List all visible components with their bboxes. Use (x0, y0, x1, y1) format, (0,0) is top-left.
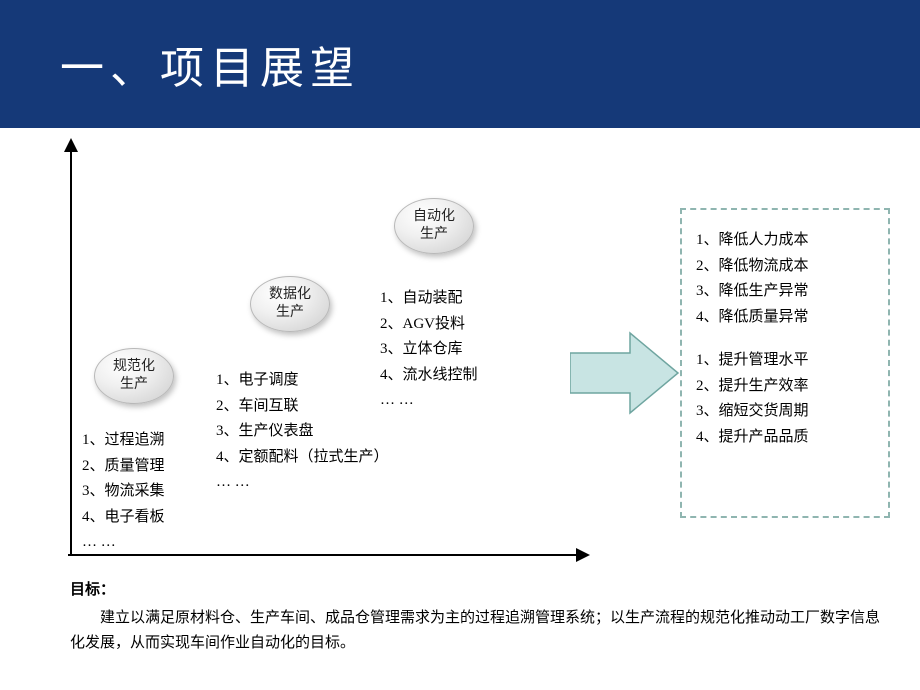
list-item: 2、车间互联 (216, 394, 389, 420)
list-item: 4、流水线控制 (380, 363, 478, 389)
result-item: 1、提升管理水平 (696, 348, 874, 374)
result-item: 1、降低人力成本 (696, 228, 874, 254)
node-label: 生产 (113, 376, 155, 394)
stage-node-digitization: 数据化 生产 (250, 276, 330, 332)
stage-list-automation: 1、自动装配 2、AGV投料 3、立体仓库 4、流水线控制 … … (380, 286, 478, 414)
list-item: 3、生产仪表盘 (216, 419, 389, 445)
list-item: 1、自动装配 (380, 286, 478, 312)
list-item: 1、过程追溯 (82, 428, 165, 454)
list-item: … … (82, 530, 165, 556)
result-item: 2、降低物流成本 (696, 254, 874, 280)
list-item: 3、物流采集 (82, 479, 165, 505)
list-item: 4、电子看板 (82, 505, 165, 531)
slide-title: 一、项目展望 (60, 32, 360, 96)
goal-text: 建立以满足原材料仓、生产车间、成品仓管理需求为主的过程追溯管理系统；以生产流程的… (70, 606, 880, 657)
stage-list-standardization: 1、过程追溯 2、质量管理 3、物流采集 4、电子看板 … … (82, 428, 165, 556)
x-axis-arrow-icon (576, 548, 590, 562)
stage-node-automation: 自动化 生产 (394, 198, 474, 254)
list-item: … … (380, 388, 478, 414)
result-item: 4、降低质量异常 (696, 305, 874, 331)
node-label: 自动化 (413, 208, 455, 226)
result-item: 3、缩短交货周期 (696, 399, 874, 425)
slide-header: 一、项目展望 (0, 0, 920, 128)
node-label: 数据化 (269, 286, 311, 304)
list-item: 2、质量管理 (82, 454, 165, 480)
goal-label: 目标： (70, 578, 880, 604)
goal-section: 目标： 建立以满足原材料仓、生产车间、成品仓管理需求为主的过程追溯管理系统；以生… (70, 578, 880, 657)
stage-list-digitization: 1、电子调度 2、车间互联 3、生产仪表盘 4、定额配料（拉式生产） … … (216, 368, 389, 496)
results-box: 1、降低人力成本 2、降低物流成本 3、降低生产异常 4、降低质量异常 1、提升… (680, 208, 890, 518)
slide: 一、项目展望 规范化 生产 数据化 生产 自动化 生产 (0, 0, 920, 690)
node-label: 规范化 (113, 358, 155, 376)
list-item: 2、AGV投料 (380, 312, 478, 338)
result-item: 4、提升产品品质 (696, 425, 874, 451)
node-label: 生产 (413, 226, 455, 244)
y-axis-line (70, 146, 72, 556)
list-item: … … (216, 470, 389, 496)
list-item: 4、定额配料（拉式生产） (216, 445, 389, 471)
list-item: 1、电子调度 (216, 368, 389, 394)
result-item: 2、提升生产效率 (696, 374, 874, 400)
stage-node-standardization: 规范化 生产 (94, 348, 174, 404)
result-item: 3、降低生产异常 (696, 279, 874, 305)
list-item: 3、立体仓库 (380, 337, 478, 363)
node-label: 生产 (269, 304, 311, 322)
slide-body: 规范化 生产 数据化 生产 自动化 生产 1、过程追溯 2、质量管理 3、物流采… (0, 128, 920, 690)
result-arrow-icon (570, 328, 680, 418)
y-axis-arrow-icon (64, 138, 78, 152)
